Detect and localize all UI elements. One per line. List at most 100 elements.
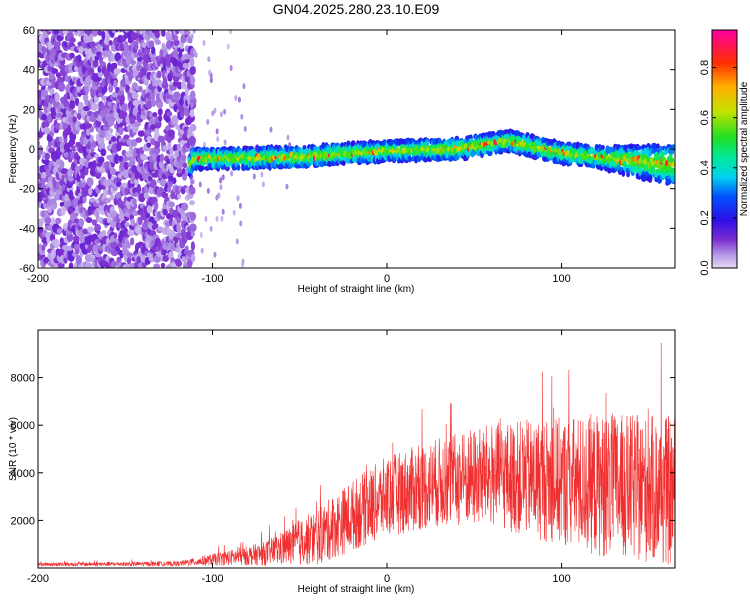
heatmap-cell (172, 59, 179, 67)
heatmap-cell (122, 245, 128, 252)
heatmap-cell (152, 222, 159, 229)
heatmap-cell (341, 160, 346, 166)
heatmap-cell (86, 226, 95, 233)
snr-ticks: -200 -100 0 100 2000 4000 6000 8000 (11, 330, 675, 585)
heatmap-cell (92, 244, 99, 252)
heatmap-cell (219, 177, 223, 184)
colorbar-tick-label: 0.4 (699, 160, 711, 175)
heatmap-cell (206, 187, 210, 194)
heatmap-cell (66, 232, 74, 242)
heatmap-cell (651, 165, 655, 172)
heatmap-cell (134, 177, 139, 187)
heatmap-cell (109, 128, 113, 134)
spectrogram-ytick-label: 20 (23, 104, 35, 116)
spectrogram-ytick-label: 40 (23, 65, 35, 77)
heatmap-cell (130, 59, 137, 66)
heatmap-cell (118, 30, 123, 33)
heatmap-cell (166, 59, 171, 68)
spectrogram-xtick-label: -100 (202, 273, 224, 285)
heatmap-cell (91, 219, 98, 226)
snr-xlabel: Height of straight line (km) (298, 584, 415, 595)
heatmap-cell (626, 171, 630, 178)
heatmap-cell (140, 154, 148, 161)
heatmap-cell (175, 260, 183, 267)
heatmap-cell (161, 42, 166, 51)
heatmap-cell (62, 30, 69, 35)
heatmap-cell (666, 178, 672, 185)
heatmap-cell (238, 202, 242, 209)
heatmap-cell (213, 107, 217, 114)
heatmap-cell (86, 177, 94, 187)
heatmap-cell (135, 137, 143, 143)
snr-xtick-label: -200 (27, 573, 49, 585)
heatmap-cell (159, 153, 164, 163)
heatmap-cell (168, 207, 174, 215)
heatmap-cell (76, 112, 82, 120)
heatmap-cell (206, 118, 210, 125)
heatmap-cell (189, 65, 196, 75)
heatmap-cell-group (38, 30, 675, 268)
heatmap-cell (108, 52, 113, 63)
heatmap-cell (41, 171, 47, 177)
heatmap-cell (50, 198, 57, 205)
heatmap-cell (44, 216, 52, 225)
heatmap-cell (155, 167, 160, 177)
heatmap-cell (207, 56, 211, 63)
heatmap-cell (209, 77, 213, 84)
colorbar-label: Normalized spectral amplitude (739, 81, 750, 216)
heatmap-cell (636, 145, 642, 151)
heatmap-cell (221, 208, 225, 215)
heatmap-cell (72, 115, 77, 124)
heatmap-cell (490, 130, 496, 137)
snr-panel: -200 -100 0 100 2000 4000 6000 8000 Height of s… (8, 329, 676, 595)
heatmap-cell (87, 205, 93, 216)
heatmap-cell (223, 139, 227, 146)
heatmap-cell (154, 30, 161, 39)
heatmap-cell (153, 263, 161, 268)
heatmap-cell (181, 154, 187, 161)
heatmap-cell (109, 194, 115, 201)
heatmap-cell (184, 30, 191, 36)
colorbar-gradient (712, 30, 737, 268)
heatmap-cell (189, 90, 196, 100)
heatmap-cell (41, 45, 47, 55)
heatmap-cell (173, 39, 180, 47)
heatmap-cell (77, 54, 82, 63)
heatmap-cell (119, 122, 124, 128)
heatmap-cell (45, 168, 52, 177)
heatmap-cell (101, 30, 106, 41)
heatmap-cell (43, 159, 51, 166)
heatmap-cell (106, 216, 112, 224)
heatmap-cell (235, 238, 239, 245)
heatmap-cell (226, 43, 230, 50)
snr-ytick-label: 2000 (11, 515, 35, 527)
heatmap-cell (152, 146, 161, 155)
heatmap-cell (167, 186, 172, 193)
heatmap-cell (123, 161, 129, 170)
heatmap-cell (199, 232, 203, 239)
heatmap-cell (180, 81, 187, 90)
heatmap-cell (136, 184, 142, 194)
heatmap-cell (86, 128, 91, 136)
heatmap-cell (564, 150, 569, 156)
heatmap-cell (156, 100, 164, 109)
heatmap-cell (150, 179, 157, 189)
heatmap-cell (129, 237, 135, 246)
heatmap-cell (132, 210, 139, 217)
heatmap-cell (126, 257, 132, 265)
heatmap-cell (176, 223, 181, 233)
spectrogram-xtick-label: -200 (27, 273, 49, 285)
heatmap-cell (236, 195, 240, 202)
colorbar: 0.0 0.2 0.4 0.6 0.8 Normalized spectral ampl… (699, 29, 750, 276)
heatmap-cell (83, 167, 89, 176)
heatmap-cell (116, 256, 122, 263)
heatmap-cell (186, 258, 193, 268)
colorbar-tick-label: 0.2 (699, 210, 711, 225)
heatmap-cell (652, 147, 658, 153)
heatmap-cell (407, 155, 412, 163)
heatmap-cell (126, 252, 134, 258)
heatmap-cell (237, 96, 241, 103)
heatmap-cell (47, 139, 53, 148)
colorbar-ticks: 0.0 0.2 0.4 0.6 0.8 (699, 60, 737, 276)
heatmap-cell (154, 39, 161, 45)
